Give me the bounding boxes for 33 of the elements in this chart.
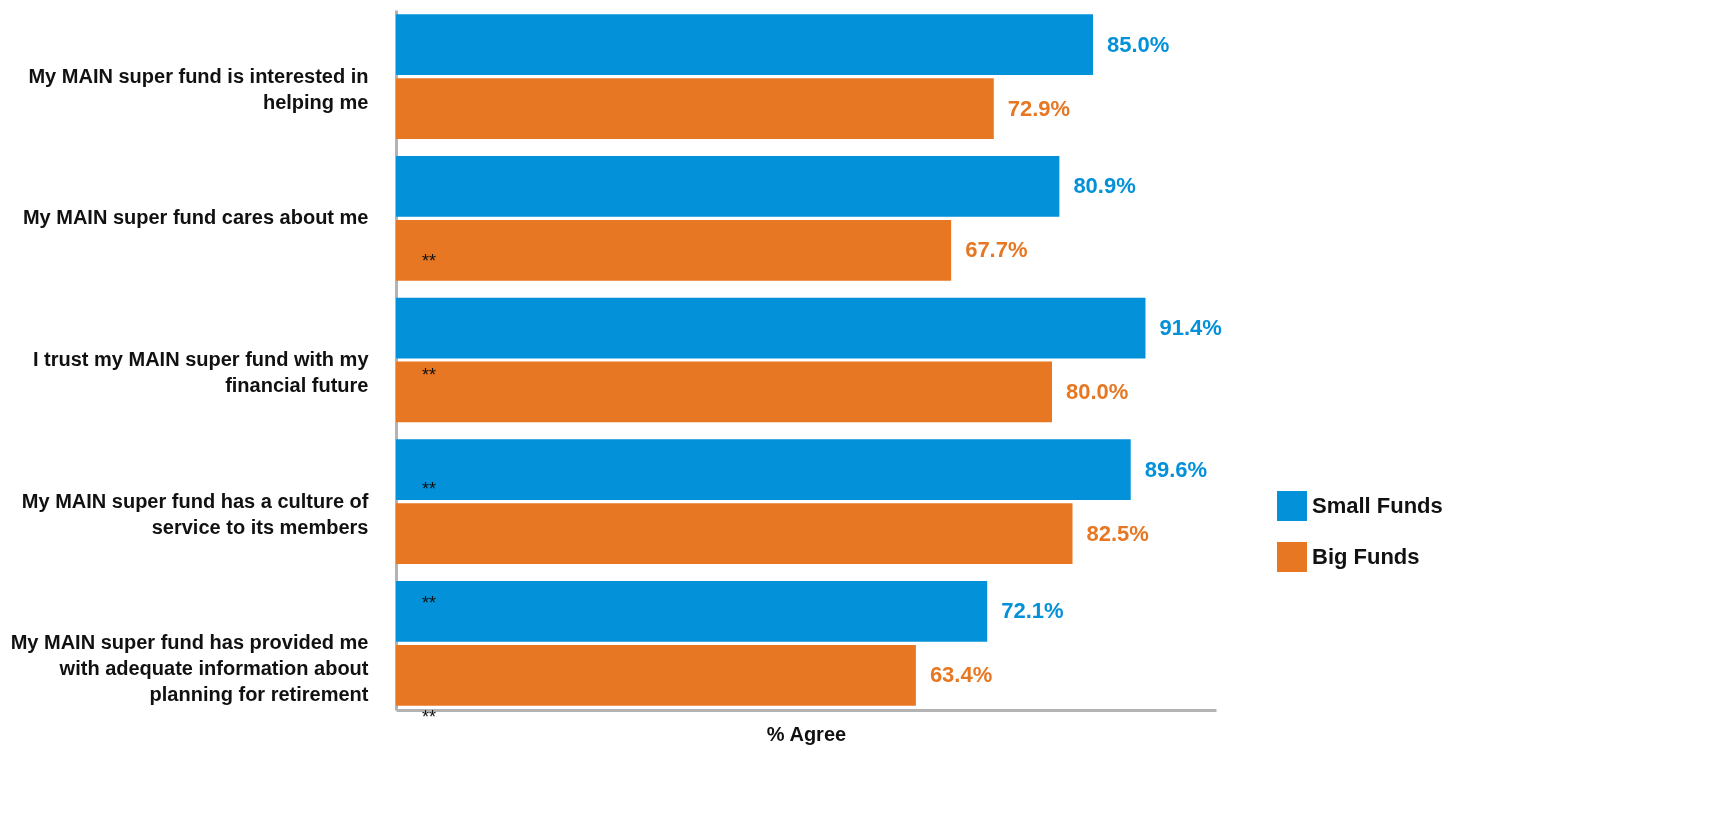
bar xyxy=(396,14,1093,75)
data-label: 63.4% xyxy=(929,662,993,688)
annotation: ** xyxy=(422,251,437,271)
data-label: 80.0% xyxy=(1066,378,1129,404)
y-tick-label: My MAIN super fund is interested in helping me xyxy=(28,64,369,113)
bar xyxy=(396,155,1060,217)
data-label: 72.9% xyxy=(1007,95,1071,121)
bar xyxy=(396,361,1052,423)
data-label: 67.7% xyxy=(965,237,1028,263)
y-tick-label: My MAIN super fund cares about me xyxy=(22,206,369,229)
data-label: 82.5% xyxy=(1086,520,1149,546)
y-tick-label: I trust my MAIN super fund with my financial future xyxy=(32,348,370,396)
data-label: 89.6% xyxy=(1144,456,1208,482)
annotation: ** xyxy=(422,707,437,728)
bar xyxy=(396,297,1146,359)
bar xyxy=(396,503,1073,565)
data-label: 85.0% xyxy=(1107,31,1170,57)
annotation: ** xyxy=(422,593,437,614)
legend-label: Small Funds xyxy=(1312,493,1443,518)
x-axis-title: % Agree xyxy=(766,722,847,745)
y-tick-label: My MAIN super fund has a culture of service to its members xyxy=(21,489,369,538)
annotation: ** xyxy=(422,365,437,386)
bar xyxy=(396,219,952,281)
data-label: 91.4% xyxy=(1159,315,1222,341)
legend-label: Big Funds xyxy=(1312,544,1420,569)
data-label: 72.1% xyxy=(1001,598,1064,624)
annotation: ** xyxy=(422,479,437,500)
bar xyxy=(396,645,916,706)
bar xyxy=(396,581,988,642)
bar xyxy=(396,78,994,139)
data-label: 80.9% xyxy=(1073,173,1136,199)
y-tick-label: My MAIN super fund has provided me with adequate information about planning for retirement xyxy=(10,631,369,706)
bar xyxy=(396,439,1131,501)
